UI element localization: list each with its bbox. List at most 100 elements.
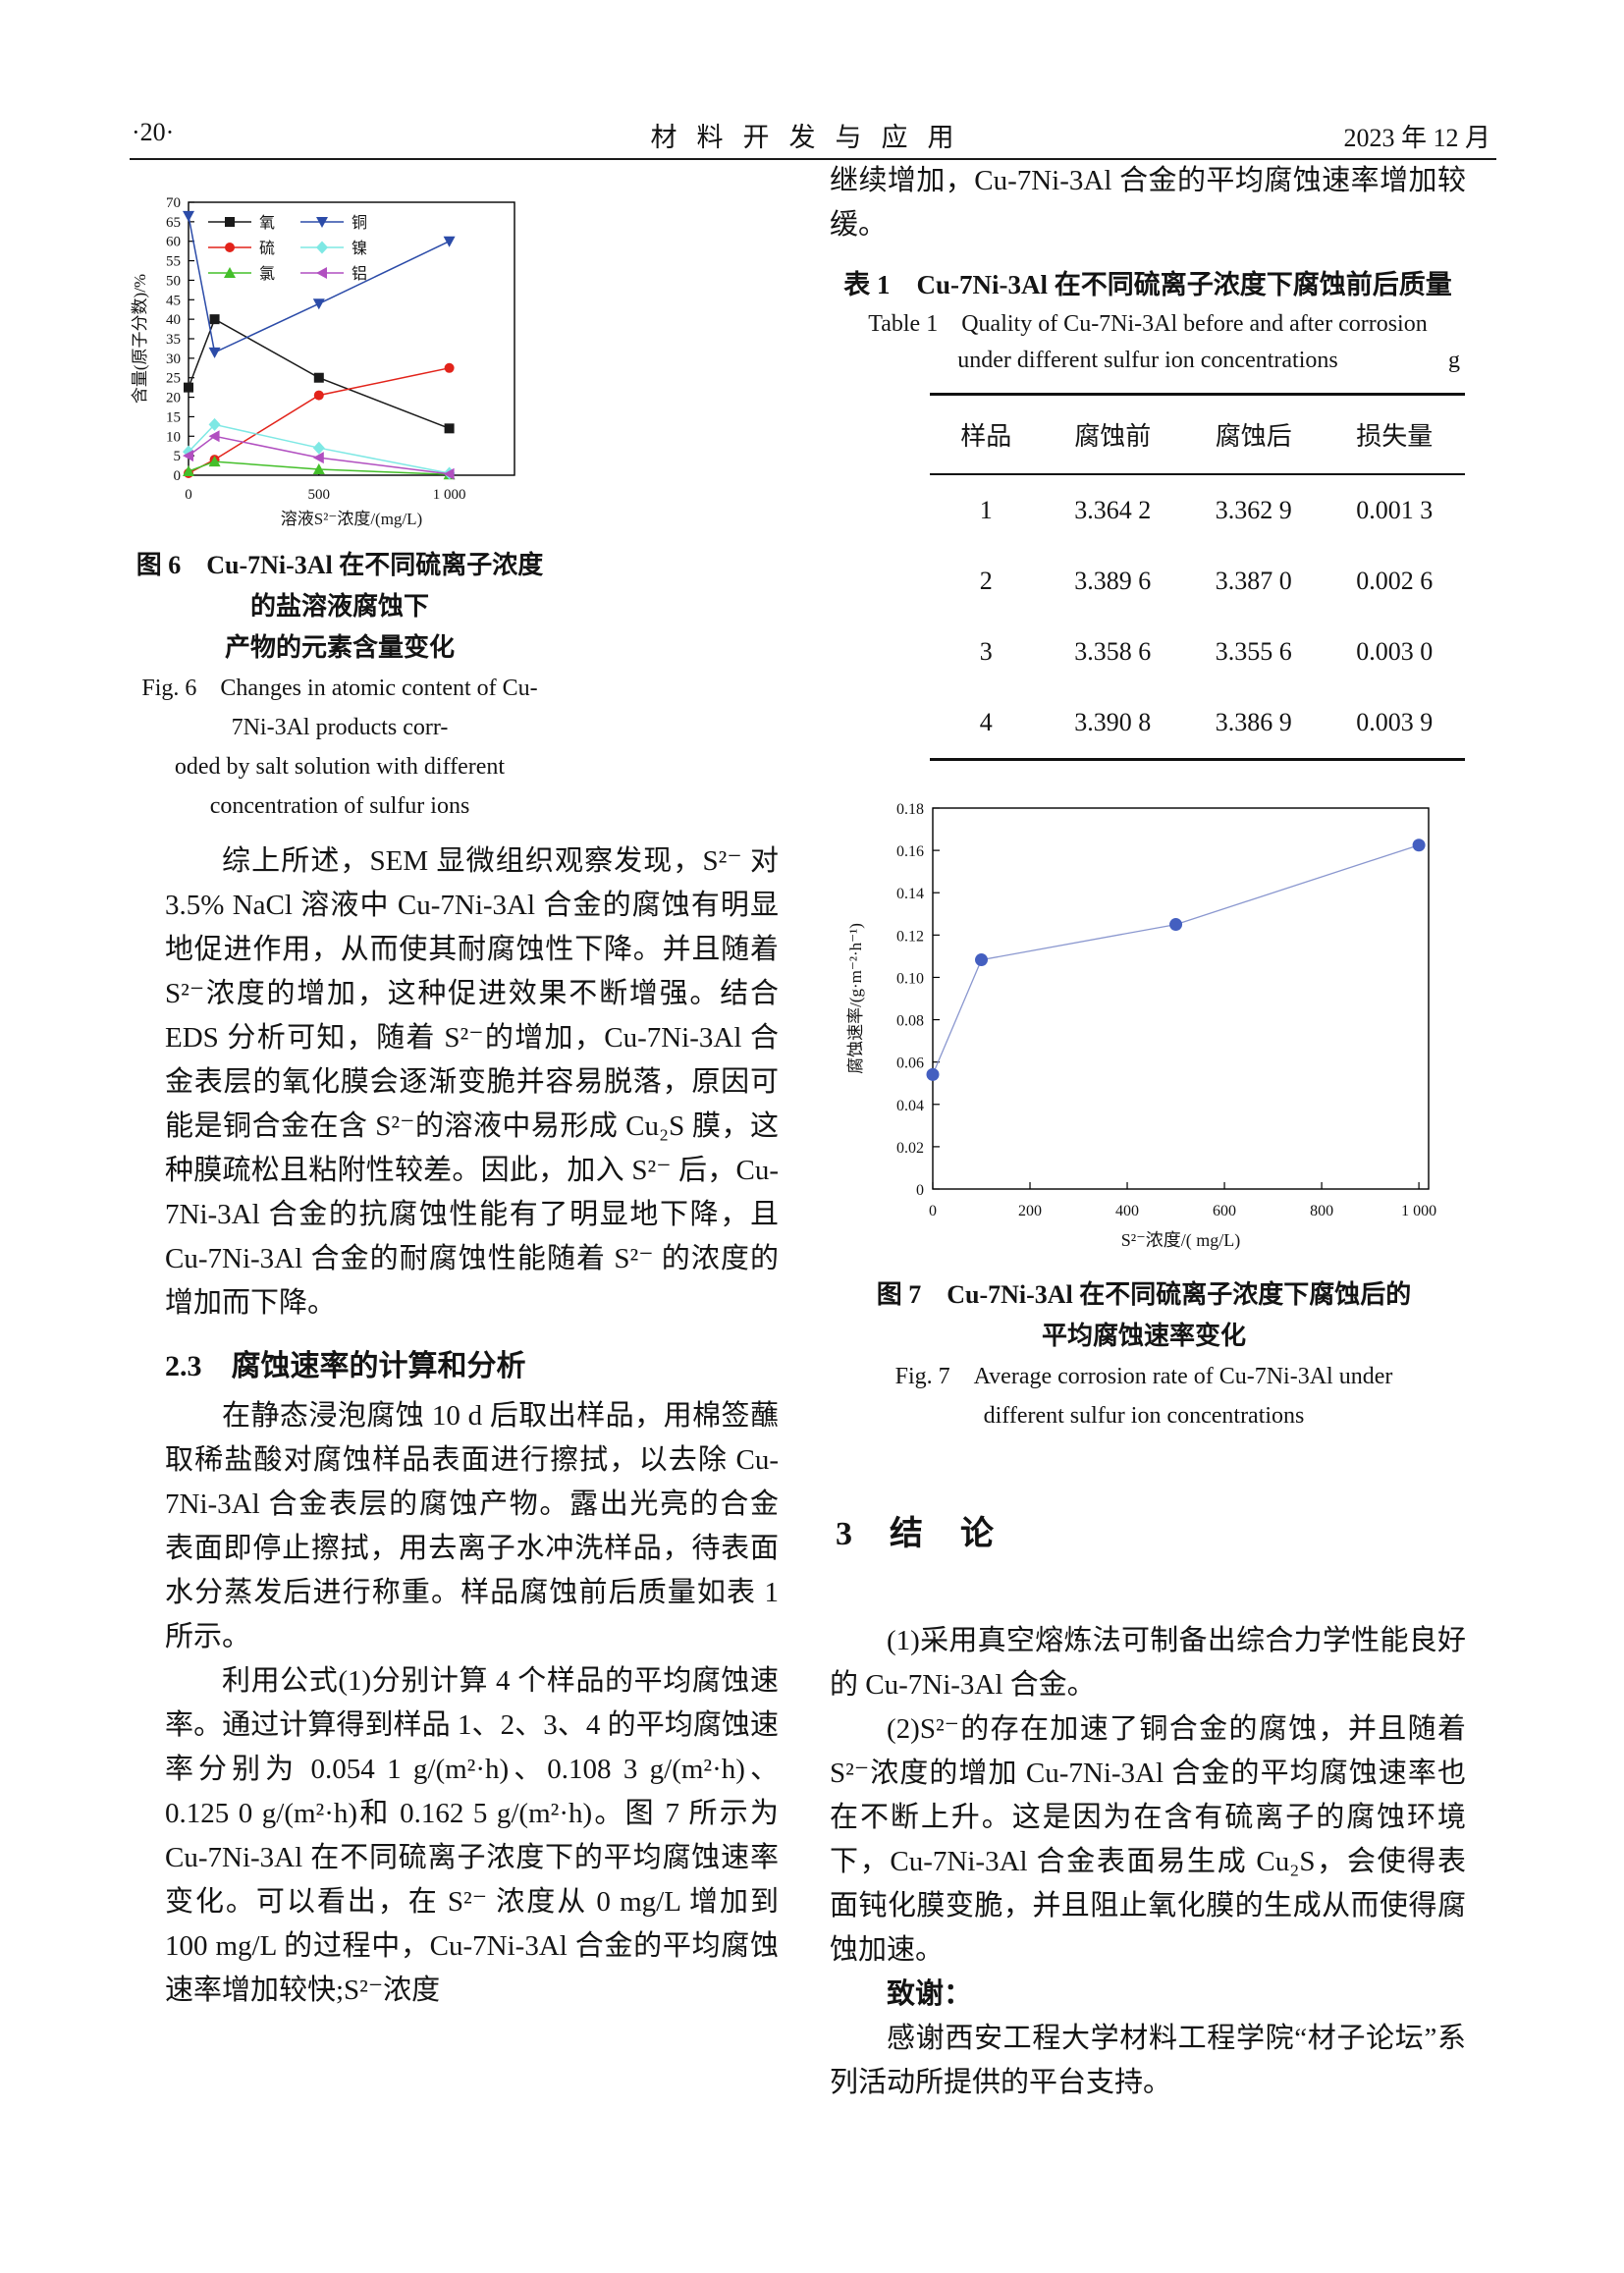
table-cell: 3.387 0 <box>1215 567 1292 595</box>
svg-text:0.18: 0.18 <box>896 801 924 818</box>
svg-text:腐蚀速率/(g·m⁻²·h⁻¹): 腐蚀速率/(g·m⁻²·h⁻¹) <box>846 923 865 1074</box>
page-number: ·20· <box>132 118 175 146</box>
svg-text:800: 800 <box>1310 1203 1333 1219</box>
svg-text:55: 55 <box>166 254 181 270</box>
figure-6: 0 5 10 15 20 25 30 35 40 45 50 55 60 65 70 0 500 1 000 溶液S… <box>131 187 779 826</box>
svg-text:0.10: 0.10 <box>896 970 924 987</box>
table-header-cell: 损失量 <box>1356 422 1434 451</box>
fig7-caption-cn-2: 平均腐蚀速率变化 <box>1041 1322 1246 1350</box>
svg-text:0: 0 <box>174 468 182 484</box>
table-header-cell: 样品 <box>960 422 1012 451</box>
svg-text:10: 10 <box>166 429 181 445</box>
header-rule <box>130 158 1496 160</box>
svg-text:0.16: 0.16 <box>896 843 924 860</box>
table-cell: 3.355 6 <box>1215 637 1292 666</box>
svg-text:20: 20 <box>166 391 181 406</box>
table-cell: 3.386 9 <box>1215 708 1292 736</box>
fig6-element-content-chart: 0 5 10 15 20 25 30 35 40 45 50 55 60 65 70 0 500 1 000 溶液S… <box>131 195 515 528</box>
table-row: 2 3.389 6 3.387 0 0.002 6 <box>930 546 1465 617</box>
table-cell: 4 <box>979 708 993 736</box>
svg-text:0.04: 0.04 <box>896 1098 924 1114</box>
table-cell: 3.390 8 <box>1074 708 1152 736</box>
conclusion-point-1: (1)采用真空熔炼法可制备出综合力学性能良好的 Cu-7Ni-3Al 合金。 <box>830 1625 1466 1701</box>
fig6-caption: 图 6 Cu-7Ni-3Al 在不同硫离子浓度的盐溶液腐蚀下 产物的元素含量变化… <box>124 545 556 826</box>
paragraph-continued: 继续增加，Cu-7Ni-3Al 合金的平均腐蚀速率增加较缓。 <box>830 165 1466 241</box>
fig6-caption-cn-1: 图 6 Cu-7Ni-3Al 在不同硫离子浓度的盐溶液腐蚀下 <box>135 551 544 621</box>
svg-text:硫: 硫 <box>259 240 275 257</box>
table-cell: 0.002 6 <box>1356 567 1434 595</box>
svg-text:25: 25 <box>166 371 181 387</box>
table-cell: 0.003 9 <box>1356 708 1434 736</box>
table-cell: 3.362 9 <box>1215 496 1292 524</box>
section-heading-2-3: 2.3 腐蚀速率的计算和分析 <box>165 1350 526 1382</box>
table-header-cell: 腐蚀后 <box>1215 422 1292 451</box>
svg-text:400: 400 <box>1115 1203 1139 1219</box>
journal-title: 材料开发与应用 <box>650 123 974 152</box>
svg-text:0.06: 0.06 <box>896 1055 924 1072</box>
svg-text:氧: 氧 <box>259 214 275 232</box>
table-cell: 0.001 3 <box>1356 496 1434 524</box>
table-row: 1 3.364 2 3.362 9 0.001 3 <box>930 474 1465 546</box>
svg-text:溶液S²⁻浓度/(mg/L): 溶液S²⁻浓度/(mg/L) <box>281 510 422 528</box>
conclusion-point-2: (2)S²⁻的存在加速了铜合金的腐蚀，并且随着 S²⁻浓度的增加 Cu-7Ni-… <box>830 1713 1466 1966</box>
acknowledgement-heading: 致谢： <box>887 1978 973 2010</box>
svg-text:65: 65 <box>166 215 181 231</box>
svg-text:1 000: 1 000 <box>1401 1203 1436 1219</box>
left-column: 0 5 10 15 20 25 30 35 40 45 50 55 60 65 70 0 500 1 000 溶液S… <box>131 173 779 2013</box>
table1-title-en2-text: under different sulfur ion concentration… <box>957 348 1338 373</box>
table-cell: 3 <box>979 637 993 666</box>
acknowledgement-text: 感谢西安工程大学材料工程学院“材子论坛”系列活动所提供的平台支持。 <box>830 2023 1466 2098</box>
svg-text:40: 40 <box>166 312 181 328</box>
svg-text:45: 45 <box>166 293 181 308</box>
table1-unit: g <box>1448 348 1460 373</box>
svg-text:500: 500 <box>308 487 331 503</box>
fig6-caption-cn-2: 产物的元素含量变化 <box>224 633 455 662</box>
table-cell: 1 <box>979 496 993 524</box>
svg-text:50: 50 <box>166 273 181 289</box>
svg-text:35: 35 <box>166 332 181 348</box>
svg-text:0.08: 0.08 <box>896 1013 924 1030</box>
svg-text:0.12: 0.12 <box>896 928 924 945</box>
svg-text:氯: 氯 <box>259 265 275 283</box>
table-cell: 3.389 6 <box>1074 567 1152 595</box>
svg-text:5: 5 <box>174 449 182 464</box>
table-1: 样品 腐蚀前 腐蚀后 损失量 1 3.364 2 3.362 9 0.001 3… <box>930 393 1465 761</box>
svg-text:200: 200 <box>1018 1203 1042 1219</box>
svg-text:30: 30 <box>166 352 181 367</box>
table-header-cell: 腐蚀前 <box>1074 422 1152 451</box>
table-cell: 3.364 2 <box>1074 496 1152 524</box>
table-row: 4 3.390 8 3.386 9 0.003 9 <box>930 687 1465 760</box>
svg-text:铜: 铜 <box>352 214 367 232</box>
svg-text:0: 0 <box>929 1203 937 1219</box>
svg-text:铝: 铝 <box>352 265 367 283</box>
fig6-caption-en-1: Fig. 6 Changes in atomic content of Cu-7… <box>141 676 538 740</box>
section-heading-conclusion: 3 结 论 <box>836 1516 996 1552</box>
svg-text:70: 70 <box>166 195 181 211</box>
svg-text:S²⁻浓度/( mg/L): S²⁻浓度/( mg/L) <box>1121 1230 1240 1251</box>
issue-date: 2023 年 12 月 <box>1343 124 1490 152</box>
paragraph-rates: 利用公式(1)分别计算 4 个样品的平均腐蚀速率。通过计算得到样品 1、2、3、… <box>165 1665 779 2006</box>
fig6-caption-en-2: oded by salt solution with different con… <box>174 754 506 819</box>
svg-text:600: 600 <box>1213 1203 1236 1219</box>
table-row: 3 3.358 6 3.355 6 0.003 0 <box>930 617 1465 687</box>
svg-text:0: 0 <box>916 1182 924 1199</box>
table-header-row: 样品 腐蚀前 腐蚀后 损失量 <box>930 395 1465 474</box>
paragraph-summary: 综上所述，SEM 显微组织观察发现，S²⁻ 对 3.5% NaCl 溶液中 Cu… <box>165 845 779 1319</box>
fig7-caption-en-1: Fig. 7 Average corrosion rate of Cu-7Ni-… <box>894 1364 1393 1389</box>
table1-title-cn: 表 1 Cu-7Ni-3Al 在不同硫离子浓度下腐蚀前后质量 <box>843 270 1452 299</box>
svg-text:60: 60 <box>166 235 181 250</box>
fig7-caption-en-2: different sulfur ion concentrations <box>983 1403 1305 1429</box>
fig7-caption: 图 7 Cu-7Ni-3Al 在不同硫离子浓度下腐蚀后的 平均腐蚀速率变化 Fi… <box>830 1274 1458 1435</box>
table-cell: 0.003 0 <box>1356 637 1434 666</box>
svg-text:15: 15 <box>166 409 181 425</box>
svg-text:0.14: 0.14 <box>896 886 924 902</box>
figure-7: 0 0.02 0.04 0.06 0.08 0.10 0.12 0.14 0.16 0.18 0 20… <box>830 794 1466 1435</box>
svg-text:1 000: 1 000 <box>433 487 466 503</box>
paragraph-method: 在静态浸泡腐蚀 10 d 后取出样品，用棉签蘸取稀盐酸对腐蚀样品表面进行擦拭，以… <box>165 1400 779 1652</box>
fig7-corrosion-rate-chart: 0 0.02 0.04 0.06 0.08 0.10 0.12 0.14 0.16 0.18 0 20… <box>846 801 1436 1251</box>
right-column: 继续增加，Cu-7Ni-3Al 合金的平均腐蚀速率增加较缓。 表 1 Cu-7N… <box>830 159 1466 2105</box>
table-cell: 2 <box>979 567 993 595</box>
table1-title-en2: under different sulfur ion concentration… <box>830 343 1466 379</box>
table1-title-en1: Table 1 Quality of Cu-7Ni-3Al before and… <box>868 311 1428 337</box>
